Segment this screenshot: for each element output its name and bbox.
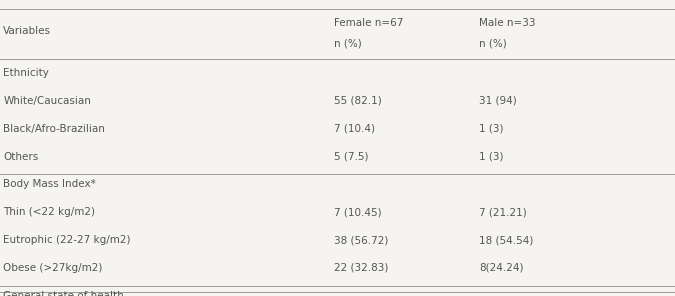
Text: General state of health: General state of health: [3, 291, 124, 296]
Text: Variables: Variables: [3, 26, 51, 36]
Text: 7 (21.21): 7 (21.21): [479, 207, 527, 217]
Text: 38 (56.72): 38 (56.72): [334, 235, 389, 245]
Text: n (%): n (%): [334, 38, 362, 49]
Text: 7 (10.4): 7 (10.4): [334, 124, 375, 134]
Text: Obese (>27kg/m2): Obese (>27kg/m2): [3, 263, 103, 273]
Text: 31 (94): 31 (94): [479, 96, 517, 106]
Text: 1 (3): 1 (3): [479, 152, 504, 162]
Text: n (%): n (%): [479, 38, 507, 49]
Text: Body Mass Index*: Body Mass Index*: [3, 179, 96, 189]
Text: Male n=33: Male n=33: [479, 18, 536, 28]
Text: Female n=67: Female n=67: [334, 18, 404, 28]
Text: Others: Others: [3, 152, 38, 162]
Text: 5 (7.5): 5 (7.5): [334, 152, 369, 162]
Text: 55 (82.1): 55 (82.1): [334, 96, 382, 106]
Text: Ethnicity: Ethnicity: [3, 68, 49, 78]
Text: White/Caucasian: White/Caucasian: [3, 96, 91, 106]
Text: 18 (54.54): 18 (54.54): [479, 235, 534, 245]
Text: Black/Afro-Brazilian: Black/Afro-Brazilian: [3, 124, 105, 134]
Text: 8(24.24): 8(24.24): [479, 263, 524, 273]
Text: 7 (10.45): 7 (10.45): [334, 207, 382, 217]
Text: Eutrophic (22-27 kg/m2): Eutrophic (22-27 kg/m2): [3, 235, 131, 245]
Text: 1 (3): 1 (3): [479, 124, 504, 134]
Text: 22 (32.83): 22 (32.83): [334, 263, 389, 273]
Text: Thin (<22 kg/m2): Thin (<22 kg/m2): [3, 207, 95, 217]
